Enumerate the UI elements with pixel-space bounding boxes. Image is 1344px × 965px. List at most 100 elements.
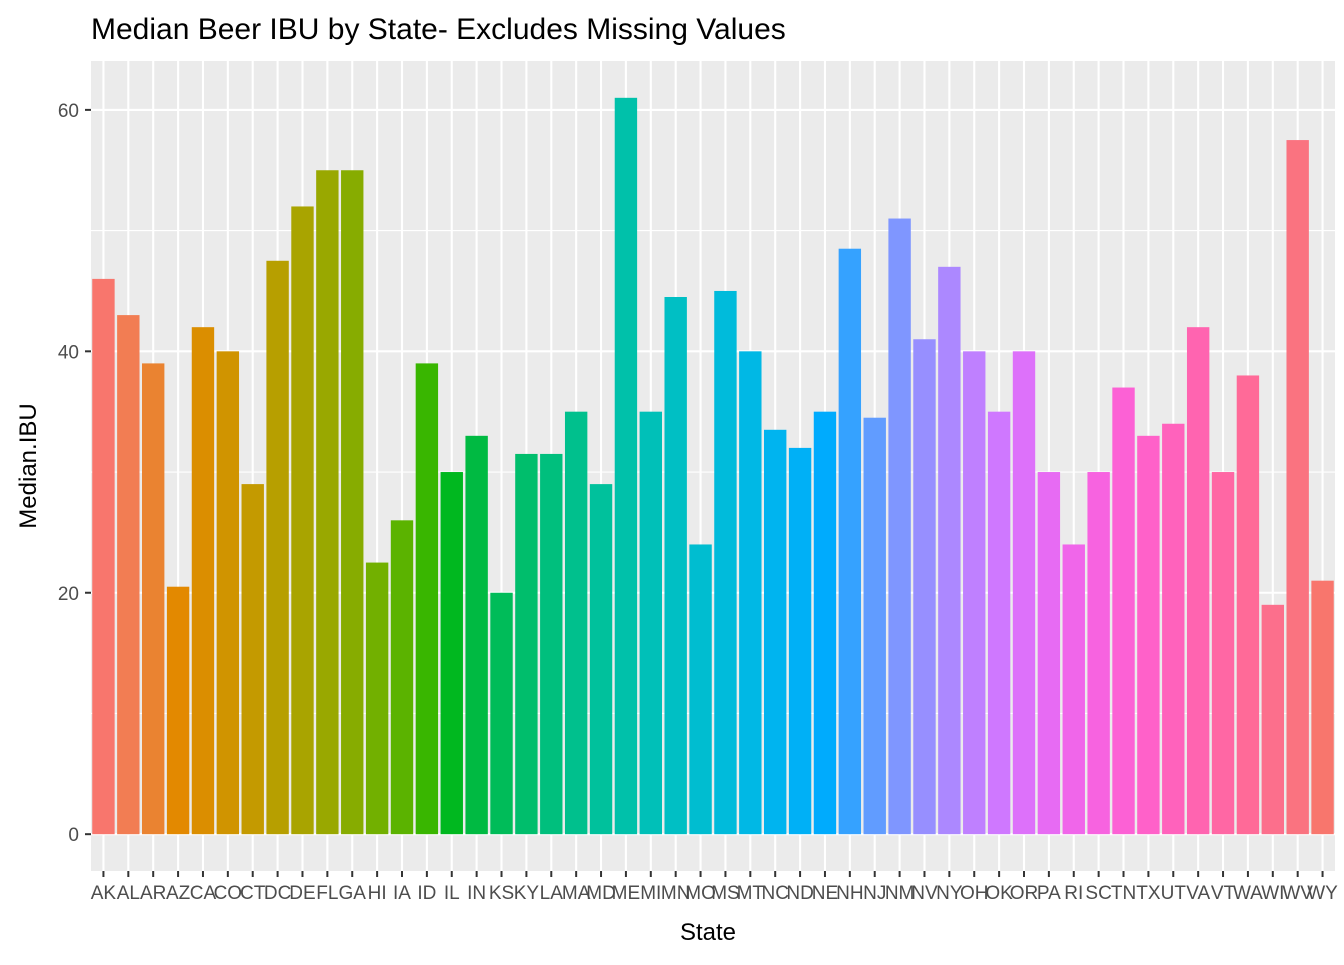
bar-nd: [788, 447, 812, 835]
bar-ri: [1062, 544, 1085, 835]
x-tick-label: ME: [612, 883, 641, 904]
bar-tx: [1137, 435, 1160, 835]
x-tick-label: DE: [289, 883, 315, 904]
x-tick-label: NC: [761, 883, 788, 904]
bar-md: [589, 484, 613, 835]
x-tick-label: HI: [368, 883, 387, 904]
x-tick-label: NE: [812, 883, 838, 904]
x-tick-label: CA: [190, 883, 217, 904]
x-tick-label: CO: [214, 883, 243, 904]
bar-ut: [1162, 423, 1185, 835]
x-tick-label: NJ: [863, 883, 886, 904]
x-tick-label: IN: [467, 883, 486, 904]
x-tick-label: AZ: [166, 883, 191, 904]
x-tick-label: ID: [417, 883, 436, 904]
bar-wi: [1261, 604, 1284, 835]
x-tick-label: MS: [711, 883, 740, 904]
x-tick-label: NY: [936, 883, 963, 904]
bar-in: [465, 435, 488, 835]
x-tick-label: MI: [640, 883, 661, 904]
x-tick-label: WV: [1282, 883, 1313, 904]
bar-ar: [142, 363, 165, 835]
x-tick-label: KY: [514, 883, 540, 904]
bar-il: [440, 472, 463, 835]
x-tick-label: TN: [1111, 883, 1136, 904]
x-tick-label: MA: [562, 883, 591, 904]
x-tick-label: DC: [264, 883, 291, 904]
bar-wv: [1286, 140, 1309, 835]
y-axis: 0 20 40 60: [58, 101, 91, 846]
y-tick-label: 60: [58, 101, 79, 122]
x-tick-label: VA: [1186, 883, 1210, 904]
x-tick-label: WA: [1233, 883, 1263, 904]
bar-ia: [390, 520, 414, 835]
x-tick-label: MT: [737, 883, 765, 904]
x-tick-label: GA: [339, 883, 367, 904]
bar-ms: [714, 290, 737, 835]
x-tick-label: OK: [985, 883, 1013, 904]
x-tick-label: IL: [444, 883, 460, 904]
bar-nm: [888, 218, 911, 835]
x-tick-label: KS: [489, 883, 514, 904]
x-axis-title: State: [680, 919, 736, 946]
bar-az: [166, 586, 190, 835]
x-tick-label: FL: [316, 883, 338, 904]
bar-me: [614, 97, 638, 835]
y-tick-label: 40: [58, 342, 79, 363]
bar-mi: [639, 411, 662, 835]
bar-fl: [316, 170, 339, 835]
chart-title: Median Beer IBU by State- Excludes Missi…: [91, 13, 786, 46]
x-tick-label: AR: [140, 883, 166, 904]
y-tick-label: 0: [68, 825, 79, 846]
bar-ks: [490, 592, 513, 835]
bar-ne: [813, 411, 837, 835]
x-tick-label: NV: [911, 883, 938, 904]
x-tick-label: IA: [393, 883, 411, 904]
x-tick-label: SC: [1085, 883, 1111, 904]
x-tick-label: AL: [117, 883, 140, 904]
x-tick-label: MO: [685, 883, 716, 904]
bar-sc: [1087, 472, 1110, 835]
bar-ky: [515, 453, 538, 835]
bar-or: [1012, 351, 1036, 835]
bar-de: [291, 206, 314, 835]
x-tick-label: MN: [661, 883, 691, 904]
bar-nh: [838, 248, 862, 835]
x-tick-label: CT: [240, 883, 266, 904]
bar-ma: [564, 411, 588, 835]
bar-oh: [963, 351, 986, 835]
x-tick-label: PA: [1037, 883, 1061, 904]
bar-wa: [1236, 375, 1260, 835]
bar-ct: [241, 484, 264, 835]
x-tick-label: OH: [960, 883, 989, 904]
x-tick-label: VT: [1211, 883, 1236, 904]
bar-al: [117, 315, 140, 835]
bar-co: [216, 351, 240, 835]
bar-id: [415, 363, 439, 835]
x-tick-label: NH: [836, 883, 863, 904]
x-tick-label: UT: [1161, 883, 1187, 904]
bar-ny: [938, 266, 961, 835]
x-tick-label: NM: [885, 883, 915, 904]
bar-nv: [913, 339, 936, 835]
bar-mt: [739, 351, 762, 835]
bar-hi: [365, 562, 389, 835]
x-tick-label: WI: [1261, 883, 1284, 904]
bar-dc: [266, 260, 289, 835]
x-tick-label: LA: [540, 883, 564, 904]
x-tick-label: MD: [586, 883, 616, 904]
bar-pa: [1037, 472, 1061, 835]
bar-nc: [764, 429, 787, 835]
bar-mo: [689, 544, 712, 835]
bar-wy: [1311, 580, 1334, 835]
x-tick-label: TX: [1136, 883, 1161, 904]
y-axis-title: Median.IBU: [15, 403, 42, 528]
x-tick-label: WY: [1307, 883, 1338, 904]
x-tick-label: OR: [1010, 883, 1039, 904]
bar-ok: [987, 411, 1011, 835]
bar-vt: [1211, 472, 1235, 835]
bar-ca: [191, 327, 215, 835]
